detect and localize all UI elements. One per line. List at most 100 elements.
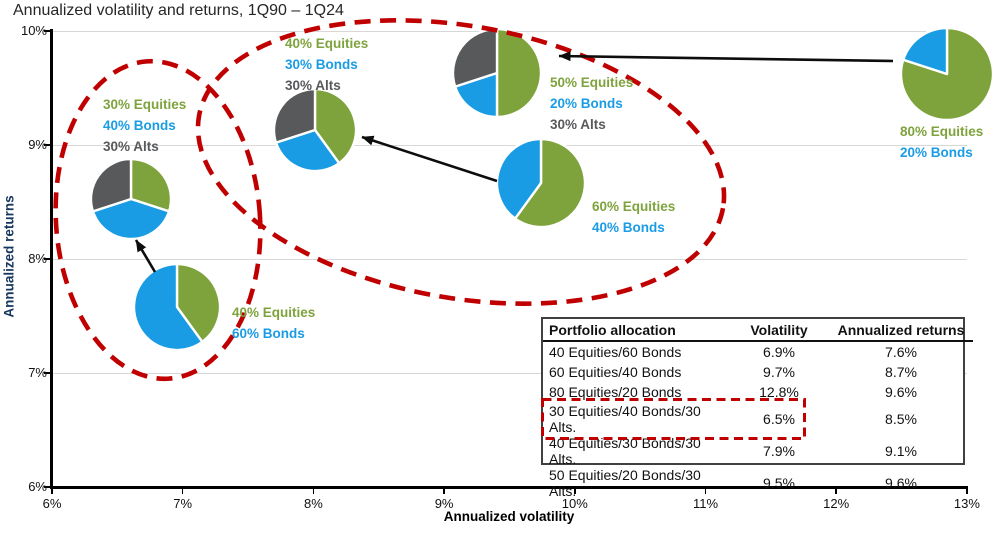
x-tick (704, 488, 707, 494)
table-highlight-dashed-box (541, 398, 806, 440)
table-header: Volatility (729, 319, 829, 342)
pie-label-line: 30% Equities (103, 97, 187, 112)
bonds-slice (495, 137, 543, 220)
x-tick (835, 488, 837, 494)
alts-slice (272, 87, 317, 144)
y-tick (44, 486, 50, 488)
pie-label: 50% Equities 20% Bonds 30% Alts (550, 72, 633, 135)
pie-label: 80% Equities 20% Bonds (900, 121, 983, 163)
table-row: 40 Equities/60 Bonds 6.9% 7.6% (543, 341, 973, 362)
pie-label-line: 60% Bonds (232, 326, 305, 341)
x-tick-label: 8% (303, 496, 323, 511)
pie-marker (272, 87, 358, 173)
equities-slice (129, 157, 173, 213)
table-cell: 12.8% (759, 384, 799, 401)
table-row: 80 Equities/20 Bonds 12.8% 9.6% (543, 382, 973, 402)
dashed-ellipse-annotation (195, 18, 727, 306)
pie-label: 40% Equities 60% Bonds (232, 302, 315, 344)
pie-label-line: 20% Bonds (550, 96, 623, 111)
pie-label-line: 40% Equities (232, 305, 316, 320)
equities-slice (175, 262, 222, 343)
table-cell: 9.5% (763, 474, 795, 491)
pie-label-line: 30% Alts (103, 139, 159, 154)
x-tick-label: 9% (434, 496, 454, 511)
dashed-ellipse-annotation (53, 58, 263, 382)
x-tick (312, 488, 315, 494)
equities-slice (313, 87, 358, 165)
table-row: 50 Equities/20 Bonds/30 Alts. 9.5% 9.6% (543, 467, 973, 499)
gridline (52, 259, 967, 261)
pie-label: 60% Equities 40% Bonds (592, 196, 675, 238)
equities-slice (513, 137, 587, 229)
pie-label-line: 30% Bonds (285, 57, 358, 72)
x-tick-label: 6% (42, 496, 62, 511)
y-tick (44, 30, 50, 32)
x-tick (443, 488, 445, 494)
pie-label-line: 40% Bonds (103, 118, 176, 133)
y-tick (44, 144, 50, 146)
table-cell: 8.7% (885, 364, 917, 381)
bonds-slice (902, 26, 949, 76)
table-cell: 9.6% (885, 474, 917, 491)
table-cell: 60 Equities/40 Bonds (549, 364, 682, 381)
highlight-rect (541, 398, 806, 440)
pie-label-line: 40% Bonds (592, 220, 665, 235)
table-row: 40 Equities/30 Bonds/30 Alts. 7.9% 9.1% (543, 435, 973, 467)
portfolio-allocation-table: Portfolio allocation Volatility Annualized… (543, 319, 973, 499)
table-cell: 6.5% (763, 410, 795, 427)
x-axis-line (50, 486, 968, 489)
gridline (52, 145, 967, 147)
table-cell: 80 Equities/20 Bonds (549, 384, 682, 401)
x-tick (966, 488, 968, 494)
table-cell: 50 Equities/20 Bonds/30 Alts. (549, 466, 701, 499)
table-cell: 9.1% (885, 442, 917, 459)
pie-label-line: 20% Bonds (900, 145, 973, 160)
pie-label-line: 30% Alts (550, 117, 606, 132)
pie-label: 40% Equities 30% Bonds 30% Alts (285, 33, 368, 96)
x-tick-label: 10% (561, 496, 588, 511)
gridline (52, 373, 967, 375)
chart-title: Annualized volatility and returns, 1Q90 … (13, 2, 344, 19)
pie-label-line: 30% Alts (285, 78, 341, 93)
annotation-arrow (361, 135, 498, 183)
y-axis-line (50, 29, 53, 489)
bonds-slice (132, 262, 204, 352)
pie-marker (495, 137, 587, 229)
table-cell: 8.5% (885, 410, 917, 427)
table-row: 30 Equities/40 Bonds/30 Alts. 6.5% 8.5% (543, 403, 973, 435)
annotation-arrow (558, 51, 894, 63)
x-tick-label: 12% (823, 496, 850, 511)
table-cell: 9.6% (885, 384, 917, 401)
portfolio-table: Portfolio allocation Volatility Annualized… (541, 317, 973, 499)
table-cell: 30 Equities/40 Bonds/30 Alts. (549, 402, 701, 435)
x-tick (51, 488, 53, 494)
y-tick (44, 372, 50, 374)
x-tick-label: 11% (692, 496, 719, 511)
x-tick-label: 7% (173, 496, 193, 511)
pie-label-line: 80% Equities (900, 124, 984, 139)
annotation-arrow (134, 239, 157, 273)
y-tick-label: 8% (28, 251, 47, 266)
pie-marker (132, 262, 222, 352)
pie-label: 30% Equities 40% Bonds 30% Alts (103, 94, 186, 157)
bonds-slice (274, 128, 341, 173)
x-tick (574, 488, 576, 494)
table-header: Annualized returns (829, 319, 973, 342)
y-tick-label: 9% (28, 137, 47, 152)
table-cell: 6.9% (763, 344, 795, 361)
x-tick (181, 488, 184, 494)
equities-slice (495, 27, 543, 119)
x-tick-label: 13% (953, 496, 980, 511)
pie-label-line: 60% Equities (592, 199, 676, 214)
y-tick (44, 258, 50, 260)
table-cell: 9.7% (763, 364, 795, 381)
x-axis-title: Annualized volatility (443, 509, 575, 524)
pie-marker (899, 26, 994, 122)
pie-marker (89, 157, 173, 241)
bonds-slice (91, 197, 171, 241)
pie-label-line: 40% Equities (285, 36, 369, 51)
y-tick-label: 7% (28, 365, 47, 380)
y-tick-label: 6% (28, 479, 47, 494)
